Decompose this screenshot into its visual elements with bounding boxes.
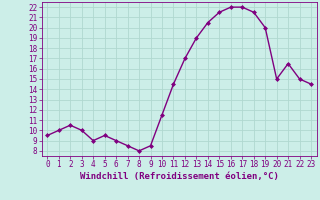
- X-axis label: Windchill (Refroidissement éolien,°C): Windchill (Refroidissement éolien,°C): [80, 172, 279, 181]
